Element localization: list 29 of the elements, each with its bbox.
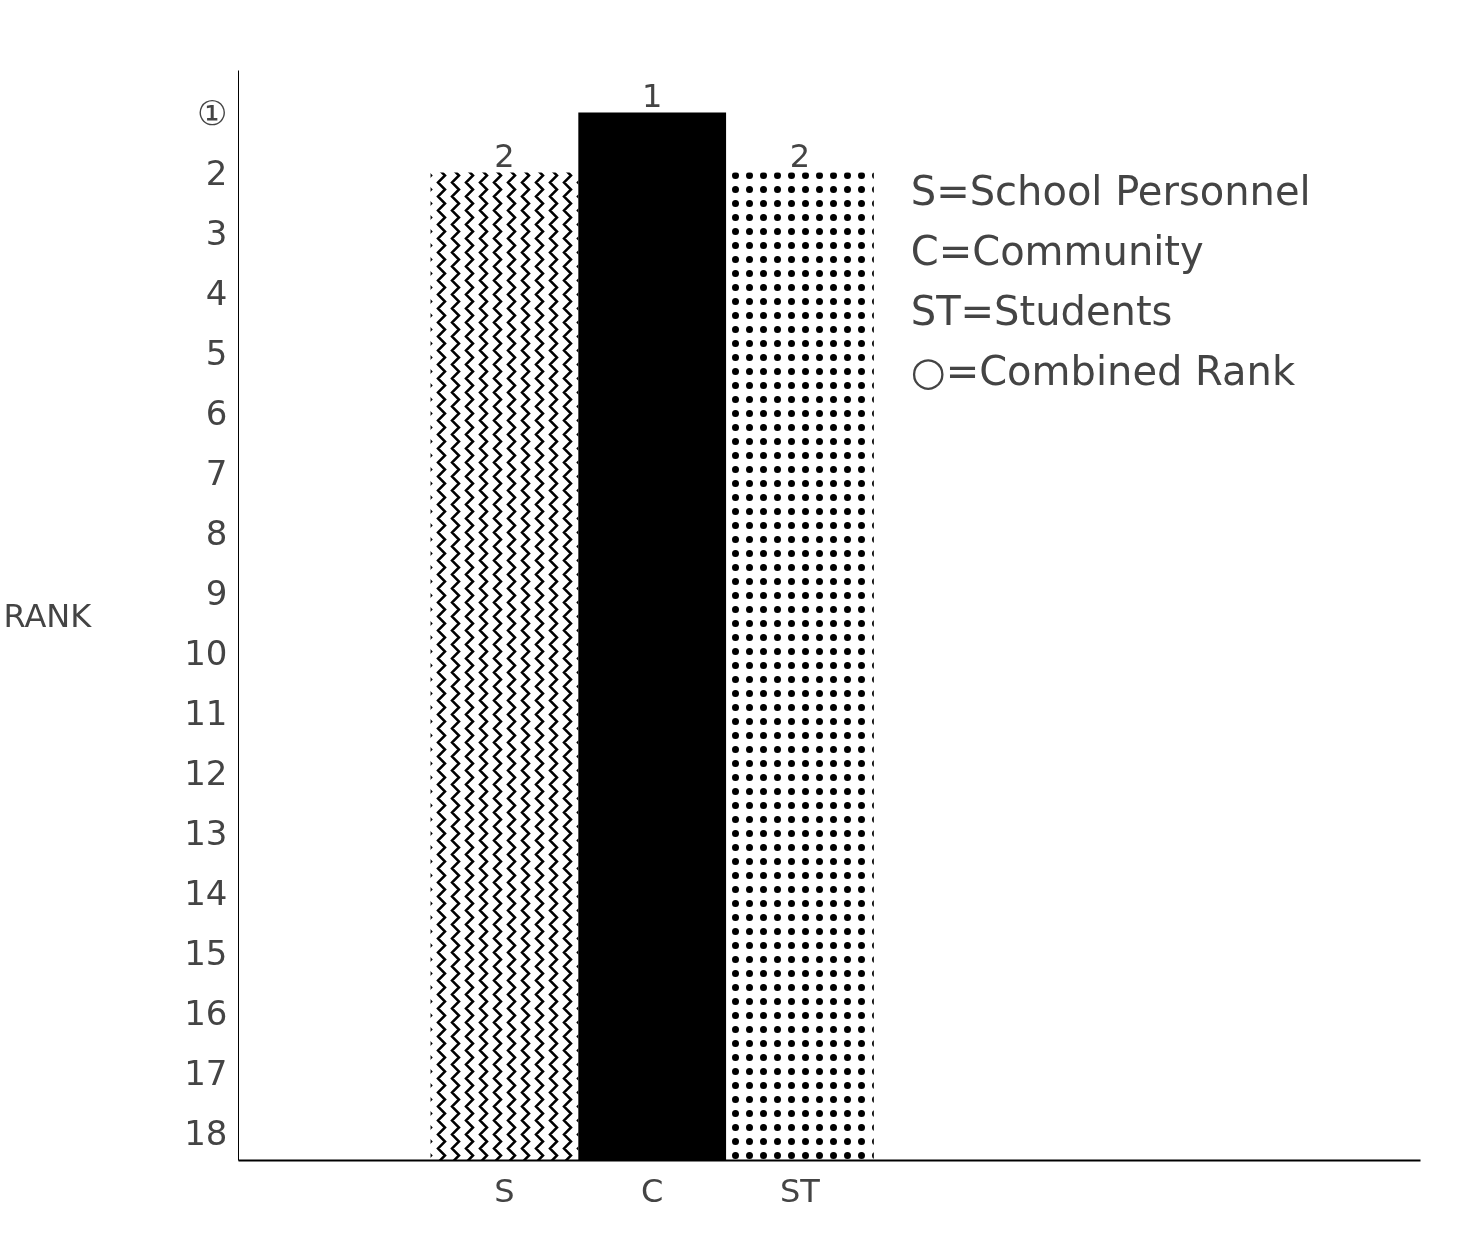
text: ○=Combined Rank xyxy=(910,347,1296,394)
y-tick-label: 17 xyxy=(184,1053,228,1094)
text: ST=Students xyxy=(910,287,1173,334)
x-tick-label: S xyxy=(494,1171,515,1210)
y-tick-label: 12 xyxy=(184,753,228,794)
y-tick-label: 5 xyxy=(205,332,228,373)
y-tick-label: 9 xyxy=(205,572,228,613)
y-tick-label: 18 xyxy=(184,1113,228,1154)
y-tick-label: 7 xyxy=(205,452,228,493)
y-tick-label: 6 xyxy=(205,392,228,433)
data-label: 1 xyxy=(642,76,663,115)
y-tick-label: 4 xyxy=(205,272,228,313)
y-axis-title: RANK xyxy=(3,596,93,635)
y-tick-label: 3 xyxy=(205,212,228,253)
y-tick-label: 10 xyxy=(184,633,228,674)
x-tick-label: C xyxy=(641,1171,664,1210)
data-label: 2 xyxy=(789,136,811,175)
y-tick-label: ① xyxy=(197,92,228,133)
y-tick-label: 2 xyxy=(205,152,228,193)
y-tick-label: 11 xyxy=(184,693,228,734)
data-label: 2 xyxy=(494,136,515,175)
y-tick-label: 13 xyxy=(184,813,228,854)
x-tick-label: ST xyxy=(780,1171,821,1210)
y-tick-label: 8 xyxy=(205,512,228,553)
y-tick-label: 14 xyxy=(184,873,228,914)
y-tick-label: 16 xyxy=(184,993,228,1034)
y-tick-label: 15 xyxy=(184,933,228,974)
text: S=School Personnel xyxy=(910,167,1311,214)
text: C=Community xyxy=(910,227,1204,274)
